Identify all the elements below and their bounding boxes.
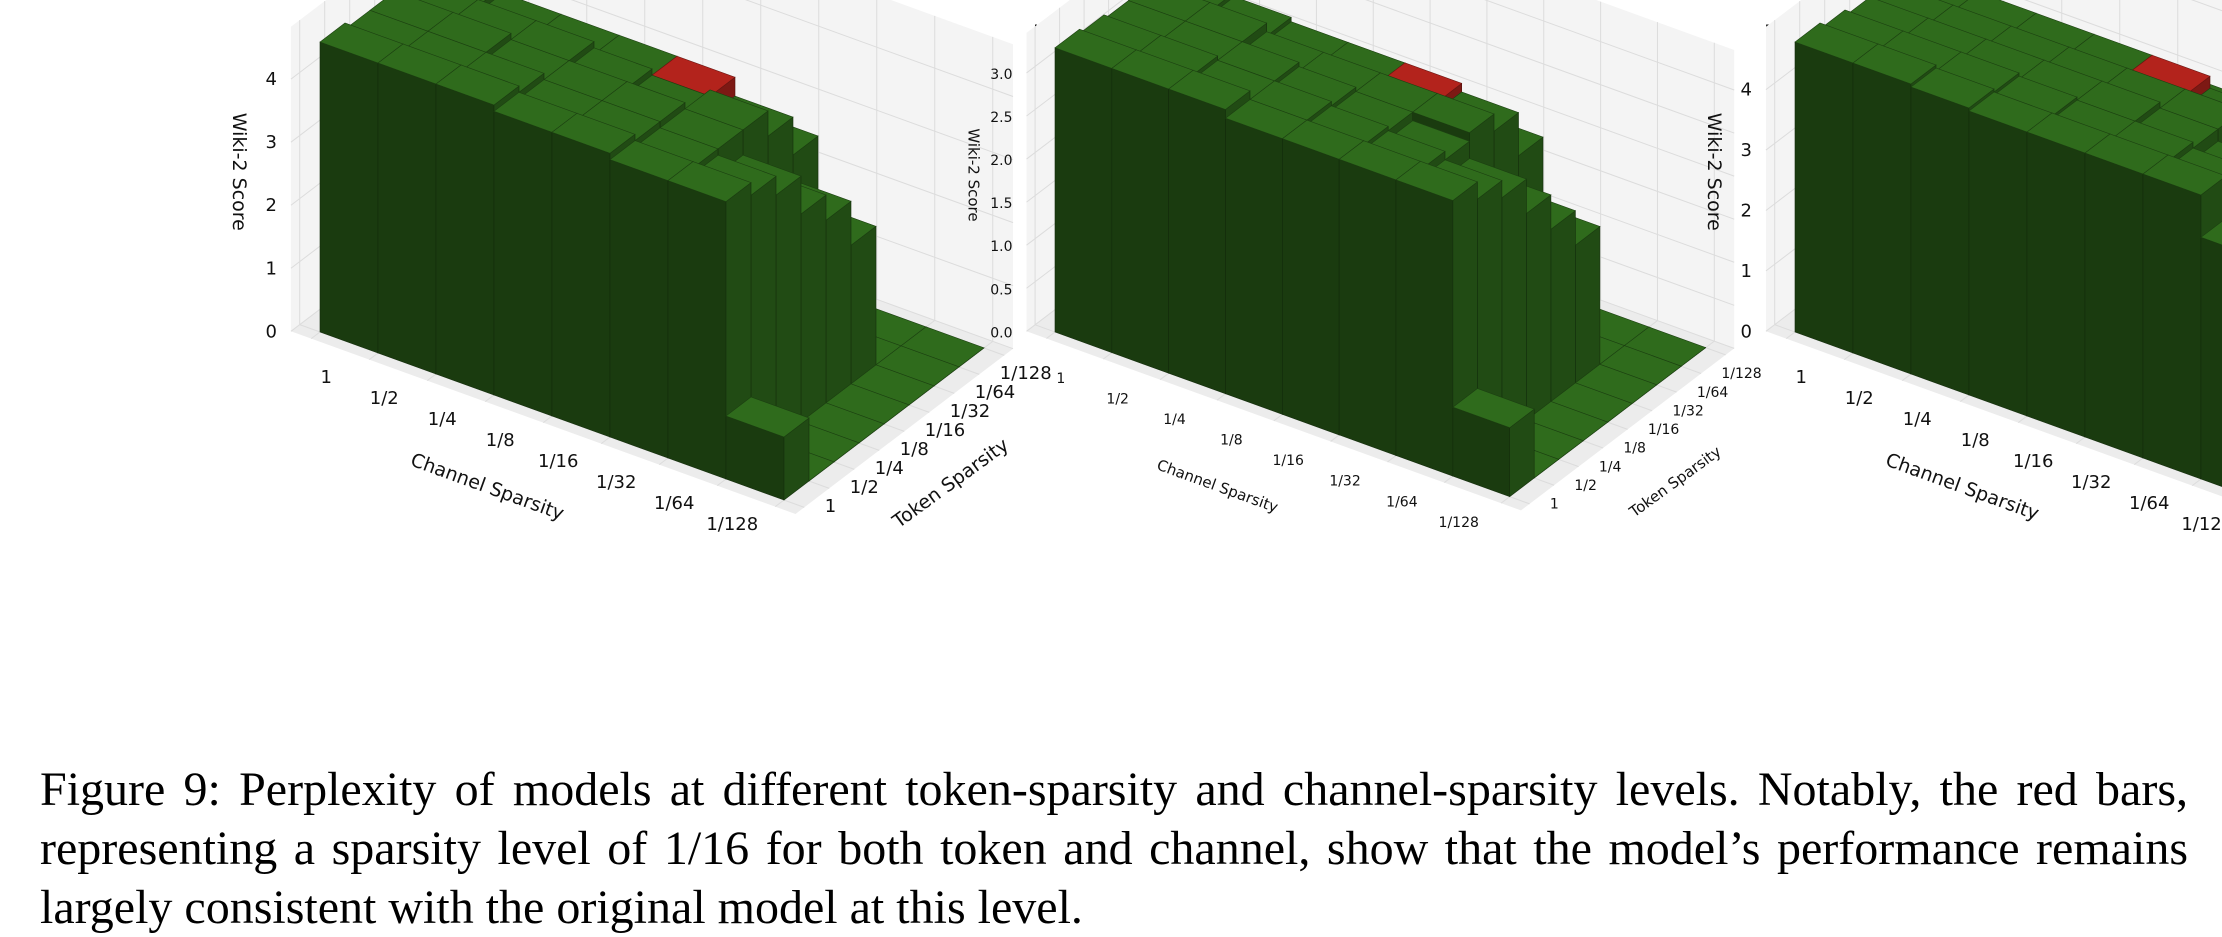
x-tick-label: 1/2 xyxy=(1845,388,1874,409)
chart-1: Llama-2-7b-hf01234Wiki-2 Score11/21/41/8… xyxy=(228,0,1052,535)
x-tick-label: 1/2 xyxy=(1106,391,1129,407)
z-tick-label: 2.5 xyxy=(990,110,1012,126)
z-axis-label: Wiki-2 Score xyxy=(965,128,983,221)
bar-front xyxy=(2085,153,2143,458)
bar-front xyxy=(552,132,610,437)
bar-front xyxy=(610,160,668,458)
figure: Llama-2-7b-hf01234Wiki-2 Score11/21/41/8… xyxy=(0,0,2222,640)
x-tick-label: 1/128 xyxy=(1439,515,1479,531)
x-tick-label: 1/64 xyxy=(1386,494,1418,510)
x-tick-label: 1/128 xyxy=(706,514,758,535)
z-tick-label: 1.0 xyxy=(990,239,1012,255)
z-tick-label: 3 xyxy=(265,132,276,153)
bar-front xyxy=(1853,63,1911,374)
z-tick-label: 2 xyxy=(265,195,276,216)
bar-front xyxy=(1055,48,1112,353)
bar-front xyxy=(1112,68,1169,373)
bar xyxy=(1453,389,1534,497)
bar-front xyxy=(1282,139,1339,435)
y-tick-label: 1/4 xyxy=(875,458,904,479)
z-tick-label: 4 xyxy=(265,69,276,90)
x-tick-label: 1 xyxy=(321,367,332,388)
z-tick-label: 0.0 xyxy=(990,325,1012,341)
bar-front xyxy=(2201,237,2222,500)
bar-front xyxy=(2027,132,2085,437)
y-tick-label: 1/8 xyxy=(1623,441,1646,457)
x-tick-label: 1 xyxy=(1056,371,1065,387)
x-axis-label: Channel Sparsity xyxy=(1155,456,1281,517)
chart-2: Llama-2-7b-chat-hf0.00.51.01.52.02.53.0W… xyxy=(965,0,1762,531)
bar xyxy=(2201,218,2222,500)
x-tick-label: 1/8 xyxy=(486,430,515,451)
y-tick-label: 1/64 xyxy=(1697,385,1729,401)
bar-front xyxy=(2143,174,2201,479)
bar-front xyxy=(494,111,552,416)
figure-caption: Figure 9: Perplexity of models at differ… xyxy=(40,760,2188,937)
z-tick-label: 1.5 xyxy=(990,196,1012,212)
x-tick-label: 1 xyxy=(1796,367,1807,388)
z-tick-label: 1 xyxy=(265,258,276,279)
x-tick-label: 1/2 xyxy=(370,388,399,409)
bar-front xyxy=(378,63,436,374)
z-axis-label: Wiki-2 Score xyxy=(1703,113,1725,231)
y-tick-label: 1/2 xyxy=(1574,478,1597,494)
x-tick-label: 1/128 xyxy=(2181,514,2222,535)
z-tick-label: 3.0 xyxy=(990,67,1012,83)
y-tick-label: 1/8 xyxy=(900,439,929,460)
chart-3: Mistral-7B-v0.101234Wiki-2 Score11/21/41… xyxy=(1703,0,2222,535)
bar-front xyxy=(668,181,726,479)
x-tick-label: 1/4 xyxy=(1903,409,1932,430)
z-tick-label: 3 xyxy=(1740,140,1751,161)
bar-front xyxy=(1396,180,1453,476)
z-tick-label: 1 xyxy=(1740,261,1751,282)
y-tick-label: 1/32 xyxy=(950,401,990,422)
bar-side xyxy=(776,176,801,441)
x-tick-label: 1/64 xyxy=(654,493,694,514)
bar-side xyxy=(1526,195,1551,420)
y-tick-label: 1 xyxy=(825,496,836,517)
x-tick-label: 1/32 xyxy=(2071,472,2111,493)
bar-front xyxy=(1911,87,1969,395)
z-tick-label: 0 xyxy=(1740,321,1751,342)
x-tick-label: 1/16 xyxy=(538,451,578,472)
y-tick-label: 1/32 xyxy=(1672,403,1703,419)
x-tick-label: 1/4 xyxy=(428,409,457,430)
charts-svg: Llama-2-7b-hf01234Wiki-2 Score11/21/41/8… xyxy=(0,0,2222,640)
z-tick-label: 0.5 xyxy=(990,282,1012,298)
bar-side xyxy=(801,195,826,422)
bar-front xyxy=(320,42,378,353)
bar-front xyxy=(1339,159,1396,455)
x-tick-label: 1/4 xyxy=(1163,412,1186,428)
y-tick-label: 1/128 xyxy=(1000,363,1052,384)
bar-front xyxy=(436,84,494,395)
y-tick-label: 1/128 xyxy=(1721,366,1761,382)
bar-front xyxy=(1169,89,1226,394)
z-axis-label: Wiki-2 Score xyxy=(228,113,250,231)
x-tick-label: 1/16 xyxy=(1272,453,1304,469)
bar-side xyxy=(1575,227,1600,384)
y-tick-label: 1/64 xyxy=(975,382,1015,403)
bar-side xyxy=(1551,211,1576,402)
x-tick-label: 1/32 xyxy=(1329,474,1360,490)
bar-side xyxy=(851,226,876,384)
z-tick-label: 4 xyxy=(1740,80,1751,101)
bar-front xyxy=(1795,42,1853,353)
y-tick-label: 1/16 xyxy=(1648,422,1680,438)
y-tick-label: 1 xyxy=(1550,497,1559,513)
y-tick-label: 1/2 xyxy=(850,477,879,498)
x-tick-label: 1/32 xyxy=(596,472,636,493)
y-tick-label: 1/4 xyxy=(1599,459,1622,475)
bar-front xyxy=(1969,111,2027,416)
bar-side xyxy=(826,201,851,403)
x-tick-label: 1/8 xyxy=(1961,430,1990,451)
z-tick-label: 2 xyxy=(1740,200,1751,221)
z-tick-label: 0 xyxy=(265,321,276,342)
x-tick-label: 1/64 xyxy=(2129,493,2169,514)
y-tick-label: 1/16 xyxy=(925,420,965,441)
x-tick-label: 1/16 xyxy=(2013,451,2053,472)
bar-front xyxy=(1226,118,1283,414)
z-tick-label: 2.0 xyxy=(990,153,1012,169)
x-tick-label: 1/8 xyxy=(1220,433,1243,449)
